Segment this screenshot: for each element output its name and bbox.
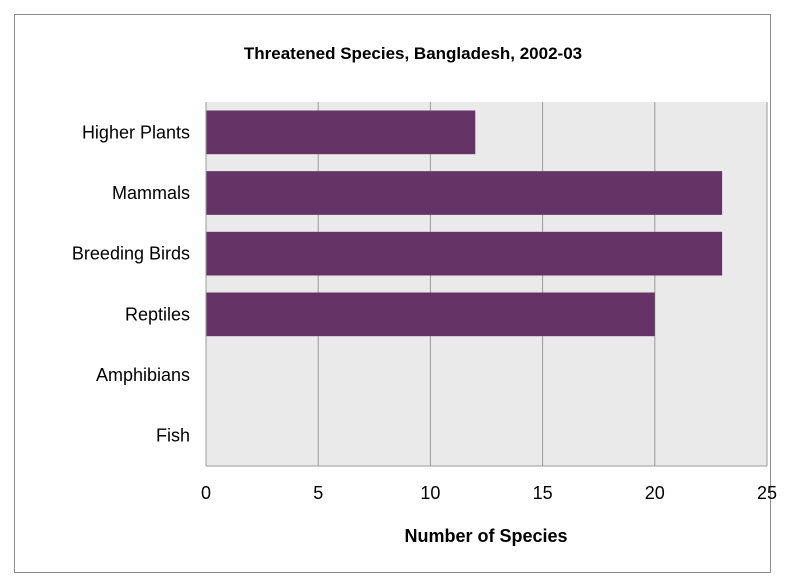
- category-label: Mammals: [112, 183, 190, 203]
- plot-area: [206, 102, 767, 466]
- x-tick-label: 10: [420, 483, 440, 503]
- x-tick-label: 5: [313, 483, 323, 503]
- bar: [206, 171, 723, 215]
- category-label: Fish: [156, 426, 190, 446]
- bar: [206, 292, 655, 337]
- x-tick-label: 20: [645, 483, 665, 503]
- x-tick-label: 25: [757, 483, 777, 503]
- x-axis-title: Number of Species: [404, 526, 567, 546]
- category-label: Amphibians: [96, 365, 190, 385]
- bar: [206, 110, 476, 155]
- category-label: Higher Plants: [82, 122, 190, 142]
- x-tick-label: 0: [201, 483, 211, 503]
- chart-title: Threatened Species, Bangladesh, 2002-03: [244, 44, 582, 63]
- bar: [206, 231, 723, 276]
- category-label: Breeding Birds: [72, 244, 190, 264]
- category-label: Reptiles: [125, 304, 190, 324]
- x-tick-label: 15: [533, 483, 553, 503]
